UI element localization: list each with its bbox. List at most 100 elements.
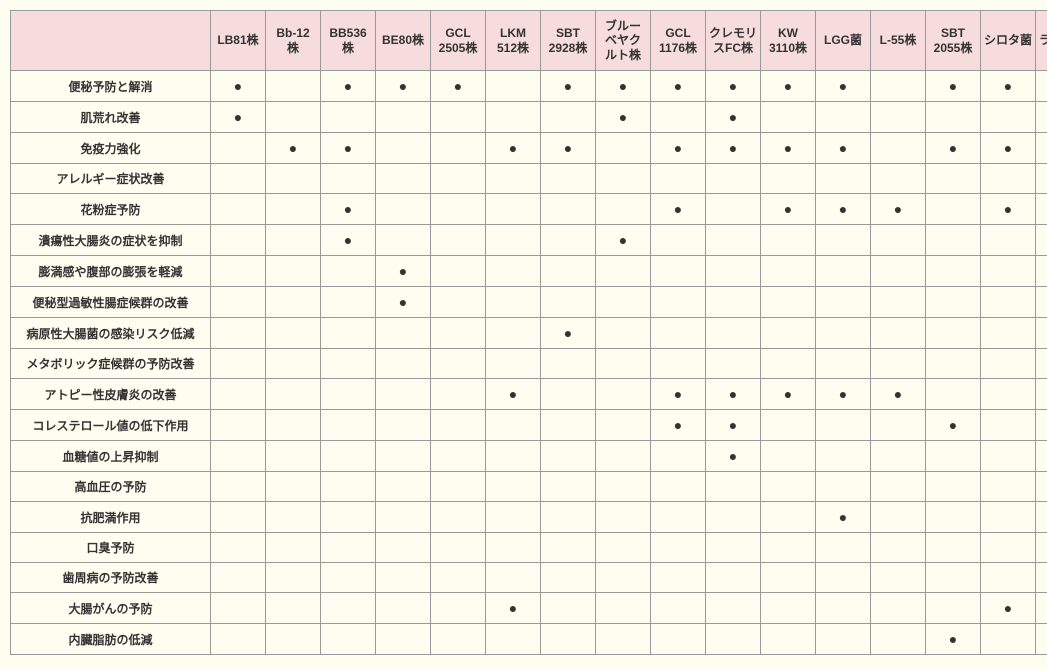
- column-header: ラブレ菌: [1036, 11, 1047, 71]
- cell: ●: [981, 133, 1036, 164]
- cell: [706, 472, 761, 502]
- cell: ●: [596, 102, 651, 133]
- cell: [541, 194, 596, 225]
- dot-icon: ●: [729, 78, 737, 94]
- column-header: Bb-12株: [266, 11, 321, 71]
- column-header: L-55株: [871, 11, 926, 71]
- cell: [816, 472, 871, 502]
- cell: [266, 287, 321, 318]
- cell: [596, 318, 651, 349]
- strain-effects-table: LB81株Bb-12株BB536株BE80株GCL2505株LKM512株SBT…: [10, 10, 1047, 655]
- cell: [431, 164, 486, 194]
- cell: [376, 164, 431, 194]
- cell: [651, 472, 706, 502]
- cell: [1036, 593, 1047, 624]
- dot-icon: ●: [674, 78, 682, 94]
- cell: [871, 349, 926, 379]
- cell: [651, 563, 706, 593]
- column-header: SBT2928株: [541, 11, 596, 71]
- cell: [211, 225, 266, 256]
- cell: ●: [211, 71, 266, 102]
- cell: [761, 593, 816, 624]
- cell: [761, 472, 816, 502]
- cell: [761, 318, 816, 349]
- dot-icon: ●: [894, 386, 902, 402]
- cell: [376, 102, 431, 133]
- cell: [761, 502, 816, 533]
- cell: [816, 225, 871, 256]
- dot-icon: ●: [234, 78, 242, 94]
- dot-icon: ●: [1004, 600, 1012, 616]
- cell: [321, 472, 376, 502]
- column-header: BB536株: [321, 11, 376, 71]
- cell: [981, 563, 1036, 593]
- cell: [651, 593, 706, 624]
- cell: [1036, 318, 1047, 349]
- cell: [596, 533, 651, 563]
- table-row: 便秘予防と解消●●●●●●●●●●●●●: [11, 71, 1047, 102]
- cell: ●: [376, 256, 431, 287]
- cell: ●: [376, 71, 431, 102]
- cell: [981, 287, 1036, 318]
- cell: ●: [596, 225, 651, 256]
- cell: [376, 318, 431, 349]
- cell: [486, 225, 541, 256]
- cell: [376, 441, 431, 472]
- cell: [486, 441, 541, 472]
- cell: [211, 624, 266, 655]
- cell: [596, 593, 651, 624]
- cell: [321, 256, 376, 287]
- cell: [816, 410, 871, 441]
- cell: [596, 410, 651, 441]
- cell: ●: [871, 379, 926, 410]
- dot-icon: ●: [399, 294, 407, 310]
- cell: [376, 472, 431, 502]
- cell: [211, 502, 266, 533]
- cell: ●: [761, 71, 816, 102]
- cell: [431, 563, 486, 593]
- cell: ●: [706, 71, 761, 102]
- cell: [431, 502, 486, 533]
- header-row: LB81株Bb-12株BB536株BE80株GCL2505株LKM512株SBT…: [11, 11, 1047, 71]
- cell: [431, 133, 486, 164]
- cell: [816, 256, 871, 287]
- cell: [761, 563, 816, 593]
- cell: [926, 318, 981, 349]
- table-body: 便秘予防と解消●●●●●●●●●●●●●肌荒れ改善●●●免疫力強化●●●●●●●…: [11, 71, 1047, 655]
- cell: [871, 593, 926, 624]
- cell: [376, 349, 431, 379]
- corner-cell: [11, 11, 211, 71]
- cell: [321, 593, 376, 624]
- dot-icon: ●: [344, 232, 352, 248]
- cell: [926, 225, 981, 256]
- cell: [926, 441, 981, 472]
- cell: [706, 256, 761, 287]
- cell: [266, 225, 321, 256]
- cell: [596, 472, 651, 502]
- cell: [431, 472, 486, 502]
- cell: [376, 133, 431, 164]
- cell: ●: [651, 71, 706, 102]
- dot-icon: ●: [454, 78, 462, 94]
- dot-icon: ●: [399, 263, 407, 279]
- cell: [211, 287, 266, 318]
- cell: [981, 349, 1036, 379]
- cell: ●: [926, 133, 981, 164]
- cell: [321, 533, 376, 563]
- cell: [486, 410, 541, 441]
- cell: [651, 102, 706, 133]
- cell: [926, 102, 981, 133]
- cell: [321, 441, 376, 472]
- cell: [596, 502, 651, 533]
- cell: [1036, 287, 1047, 318]
- cell: ●: [816, 502, 871, 533]
- cell: [816, 441, 871, 472]
- cell: [321, 563, 376, 593]
- cell: [266, 318, 321, 349]
- cell: ●: [816, 71, 871, 102]
- dot-icon: ●: [289, 140, 297, 156]
- cell: [211, 410, 266, 441]
- cell: ●: [376, 287, 431, 318]
- cell: [596, 256, 651, 287]
- column-header: KW3110株: [761, 11, 816, 71]
